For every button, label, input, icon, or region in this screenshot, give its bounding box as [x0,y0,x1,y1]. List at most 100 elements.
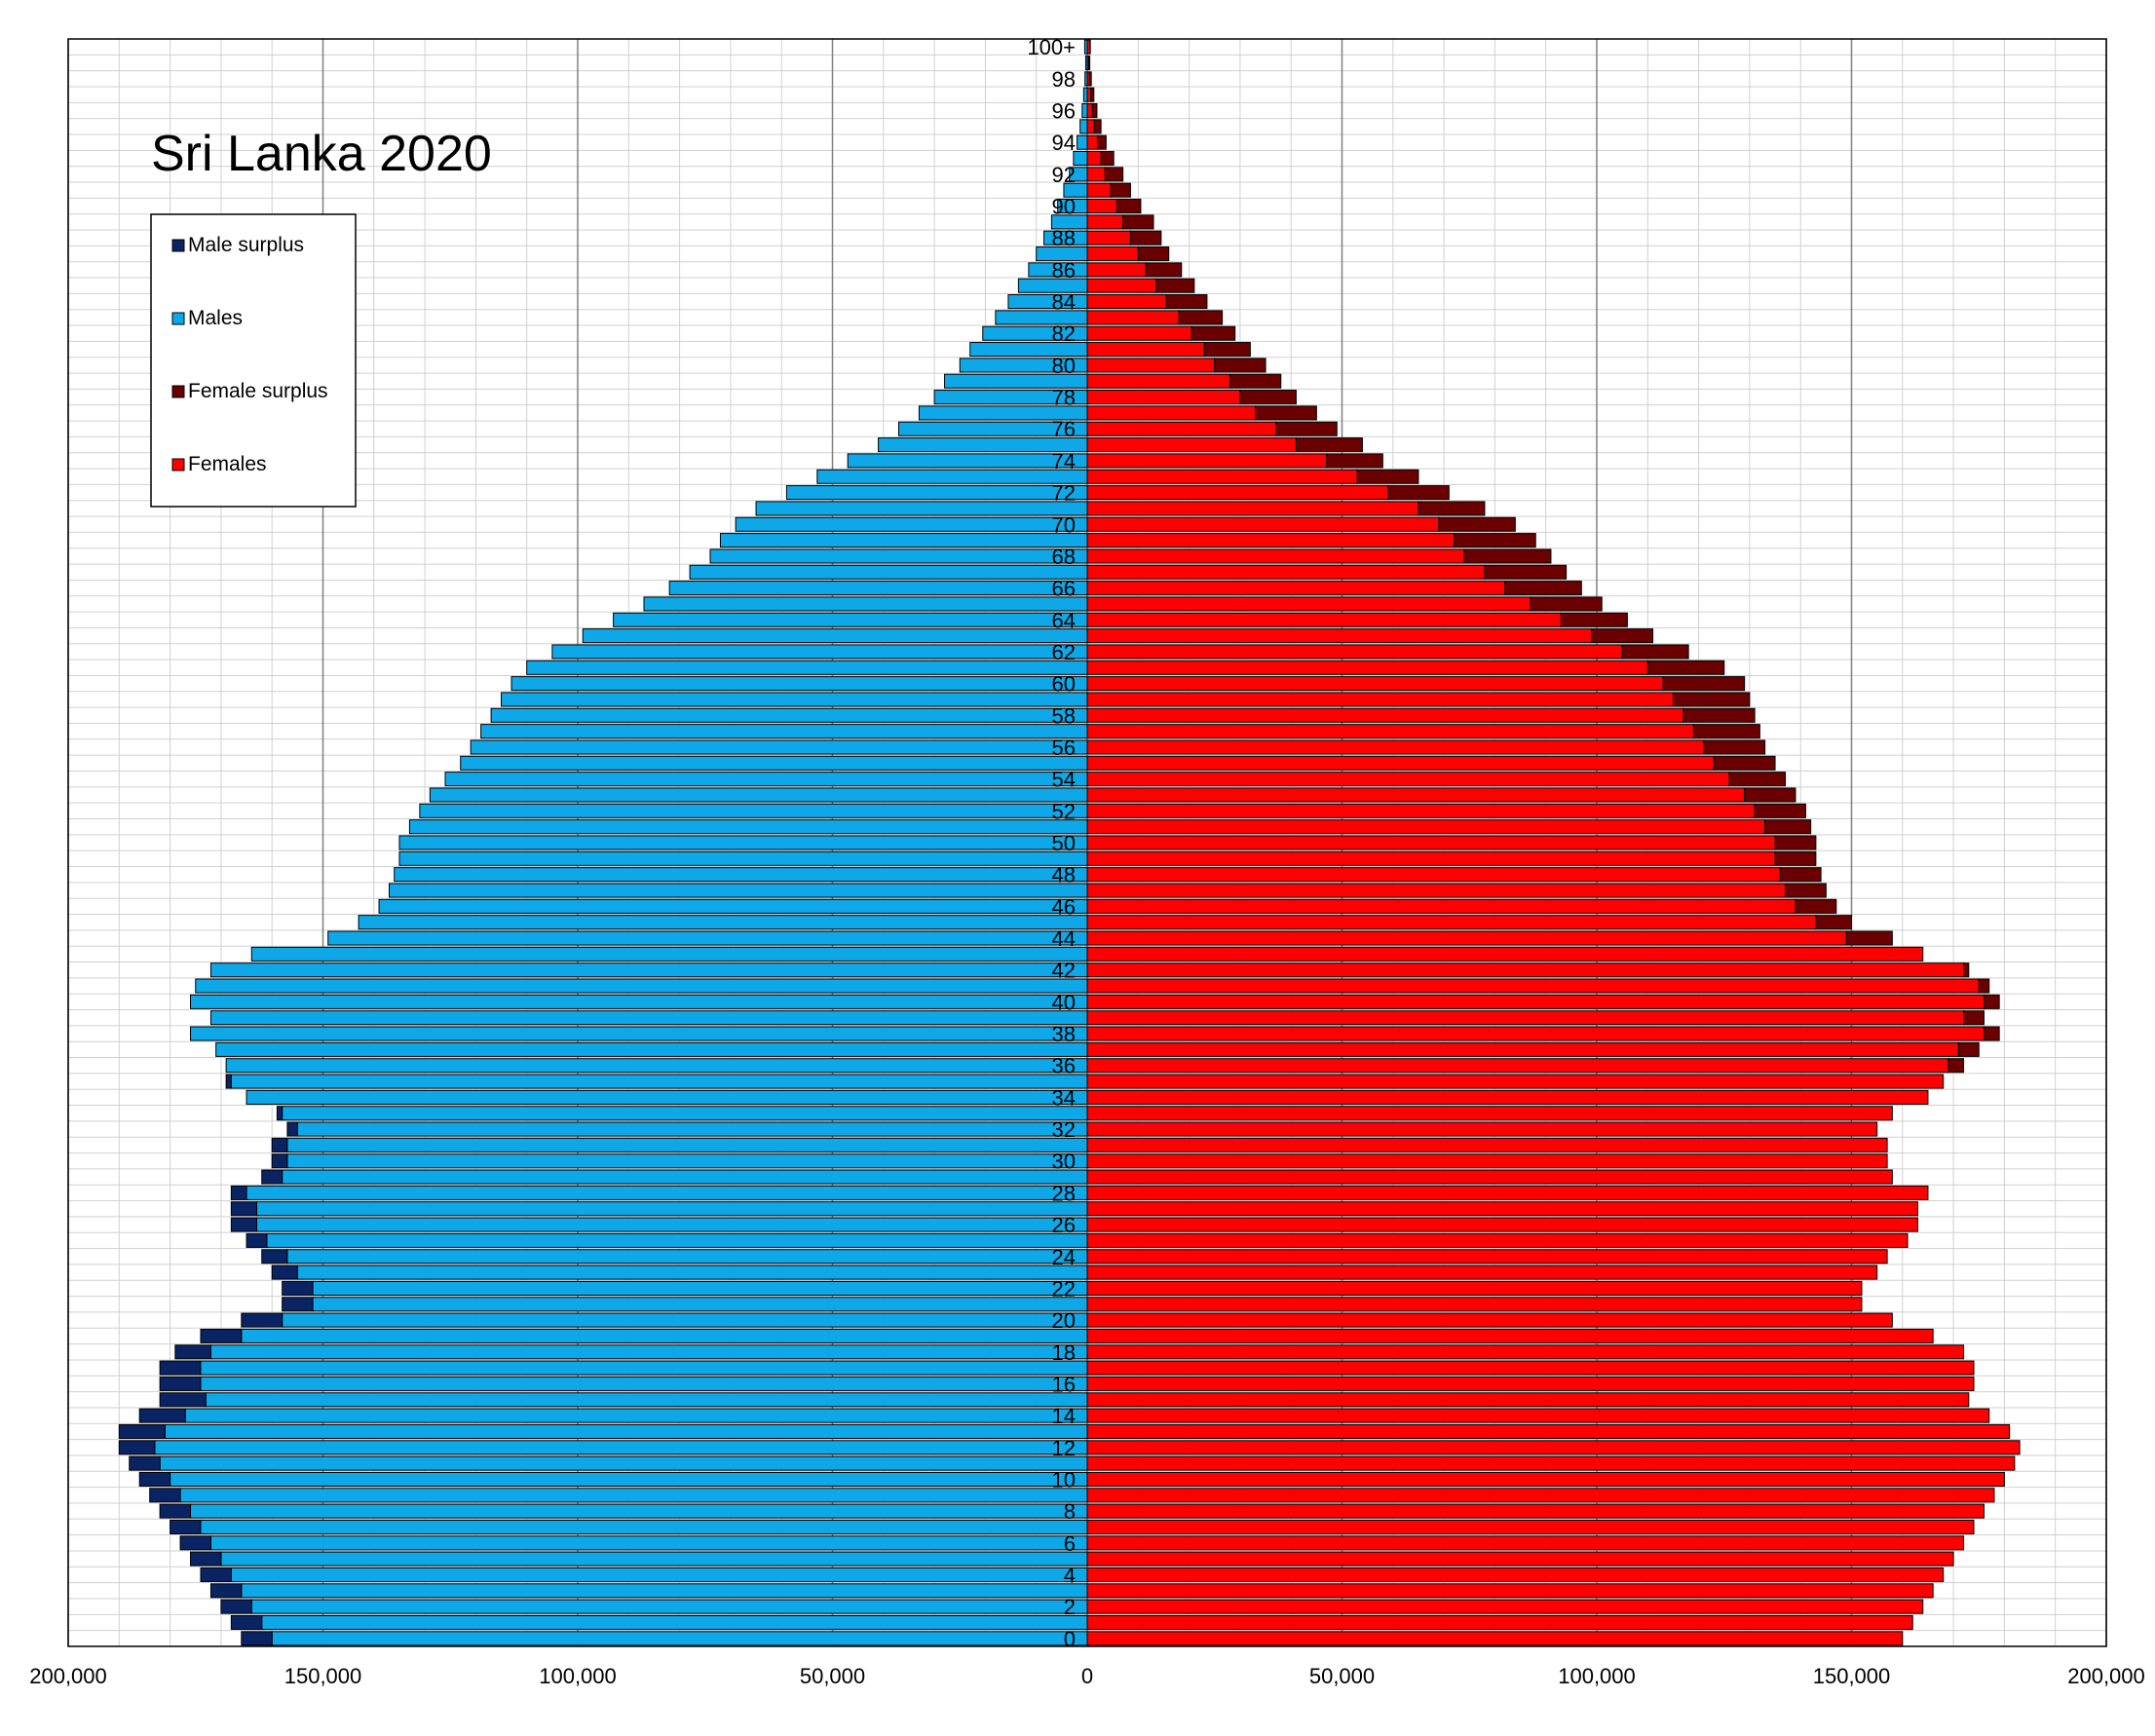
bar-females-age-90 [1086,199,1117,214]
age-tick-label: 60 [1052,672,1076,697]
bar-female-surplus-age-89 [1122,214,1154,230]
bar-females-age-57 [1086,724,1694,739]
bar-females-age-58 [1086,707,1684,723]
bar-females-age-11 [1086,1455,2016,1471]
bar-females-age-91 [1086,182,1112,198]
bar-females-age-59 [1086,692,1674,707]
age-tick-label: 84 [1052,290,1076,315]
age-tick-label: 54 [1052,768,1076,792]
bar-males-age-71 [755,501,1088,516]
bar-female-surplus-age-82 [1191,325,1236,341]
age-tick-label: 16 [1052,1372,1076,1396]
bar-females-age-56 [1086,739,1705,755]
age-tick-label: 100+ [1027,35,1076,59]
bar-male-surplus-age-3 [209,1583,243,1599]
bar-females-age-72 [1086,485,1389,501]
bar-females-age-36 [1086,1058,1949,1074]
bar-males-age-54 [444,772,1088,787]
bar-females-age-32 [1086,1121,1878,1137]
bar-female-surplus-age-66 [1504,581,1582,596]
bar-male-surplus-age-6 [179,1535,211,1551]
bar-females-age-10 [1086,1471,2005,1487]
bar-female-surplus-age-85 [1155,278,1195,293]
bar-females-age-94 [1086,134,1098,150]
bar-females-age-44 [1086,930,1847,946]
bar-females-age-63 [1086,628,1593,644]
age-tick-label: 82 [1052,321,1076,346]
bar-male-surplus-age-20 [241,1312,284,1328]
bar-females-age-65 [1086,596,1531,612]
bar-female-surplus-age-76 [1275,421,1338,436]
bar-females-age-19 [1086,1328,1934,1343]
bar-female-surplus-age-74 [1326,453,1383,469]
bar-females-age-66 [1086,581,1506,596]
x-tick-label: 50,000 [1309,1664,1375,1688]
bar-females-age-9 [1086,1488,1995,1503]
bar-males-age-97 [1082,87,1088,102]
bar-male-surplus-age-35 [225,1074,232,1089]
bar-male-surplus-age-32 [286,1121,298,1137]
bar-females-age-95 [1086,119,1095,134]
bar-male-surplus-age-9 [149,1488,181,1503]
age-tick-label: 96 [1052,99,1076,124]
bar-males-age-15 [205,1392,1088,1408]
bar-female-surplus-age-90 [1115,199,1142,214]
age-tick-label: 80 [1052,354,1076,378]
bar-female-surplus-age-86 [1145,262,1183,278]
bar-females-age-71 [1086,501,1419,516]
bar-female-surplus-age-51 [1764,819,1812,835]
bar-males-age-96 [1081,102,1088,119]
legend-label: Females [188,453,267,475]
bar-females-age-16 [1086,1376,1975,1391]
bar-females-age-87 [1086,246,1139,262]
bar-females-age-12 [1086,1440,2021,1455]
bar-female-surplus-age-60 [1662,676,1746,692]
bar-male-surplus-age-1 [230,1614,263,1631]
bar-female-surplus-age-57 [1692,724,1760,739]
bar-males-age-50 [398,835,1088,850]
bar-females-age-39 [1086,1010,1965,1026]
age-tick-label: 48 [1052,863,1076,887]
bar-females-age-43 [1086,946,1924,962]
age-tick-label: 64 [1052,608,1076,632]
bar-female-surplus-age-79 [1229,373,1282,389]
bar-females-age-8 [1086,1503,1985,1519]
bar-females-age-46 [1086,898,1796,914]
age-tick-label: 70 [1052,512,1076,537]
bar-female-surplus-age-55 [1713,755,1776,771]
bar-females-age-7 [1086,1519,1975,1534]
age-tick-label: 52 [1052,799,1076,823]
bar-males-age-51 [408,819,1088,835]
age-tick-label: 88 [1052,226,1076,250]
bar-males-age-56 [470,739,1088,755]
bar-males-age-10 [170,1471,1088,1487]
bar-female-surplus-age-65 [1530,596,1603,612]
bar-males-age-40 [190,994,1088,1009]
bar-males-age-42 [209,962,1088,978]
bar-females-age-84 [1086,294,1167,310]
age-tick-label: 56 [1052,736,1076,760]
bar-females-age-54 [1086,772,1730,787]
bar-males-age-27 [256,1201,1088,1217]
bar-females-age-92 [1086,167,1106,182]
bar-females-age-88 [1086,230,1131,245]
bar-female-surplus-age-77 [1255,405,1317,421]
bar-females-age-73 [1086,469,1358,484]
bar-females-age-0 [1086,1631,1904,1646]
age-tick-label: 2 [1064,1595,1076,1619]
age-tick-label: 40 [1052,990,1076,1014]
bar-females-age-77 [1086,405,1257,421]
bar-males-age-34 [246,1089,1088,1105]
bar-female-surplus-age-83 [1178,310,1224,325]
age-tick-label: 24 [1052,1245,1076,1269]
bar-male-surplus-age-0 [241,1631,273,1646]
bar-male-surplus-age-14 [138,1408,186,1423]
bar-males-age-23 [296,1264,1088,1280]
bar-males-age-66 [668,581,1088,596]
bar-females-age-29 [1086,1169,1893,1185]
bar-males-age-39 [209,1010,1088,1026]
bars-layer [118,39,2021,1646]
x-tick-label: 150,000 [284,1664,362,1688]
bar-female-surplus-age-52 [1754,803,1806,818]
bar-males-age-94 [1077,134,1088,150]
